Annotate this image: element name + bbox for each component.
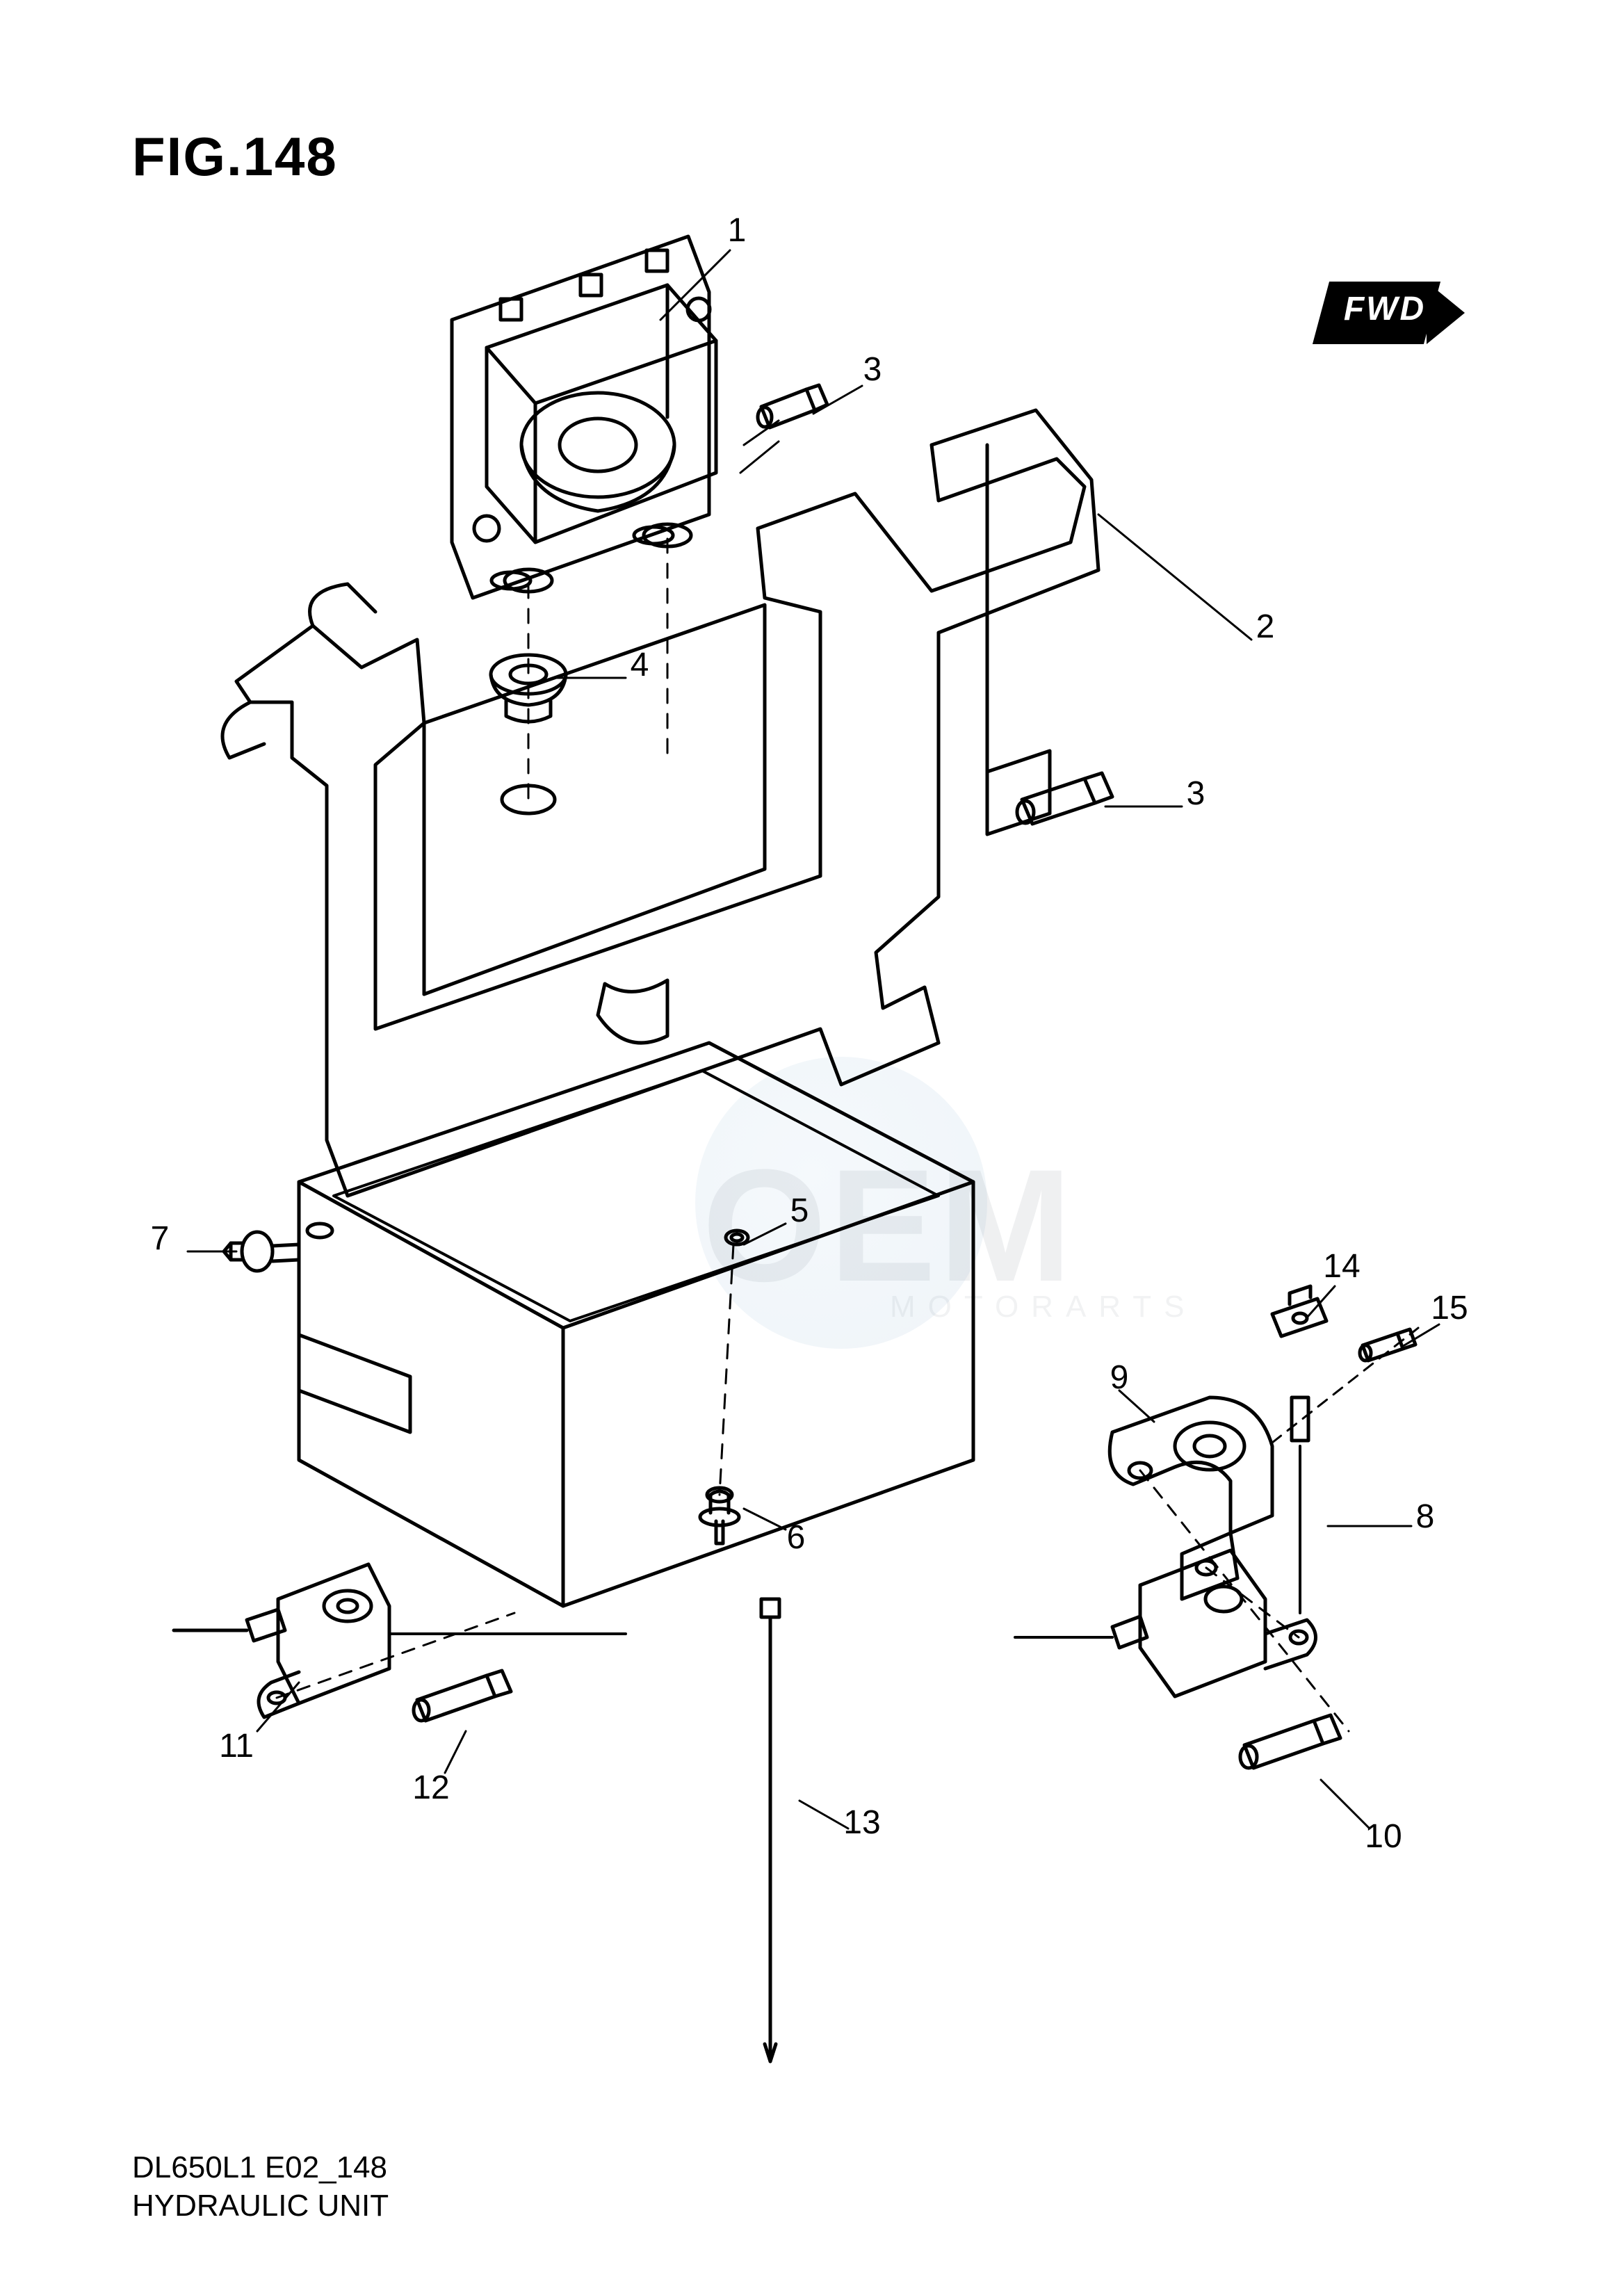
callout-3: 3 bbox=[1175, 775, 1217, 813]
callout-2: 2 bbox=[1244, 608, 1286, 646]
callout-9: 9 bbox=[1098, 1359, 1140, 1397]
part-cover bbox=[299, 1043, 973, 1606]
callout-1: 1 bbox=[716, 211, 758, 250]
callout-6: 6 bbox=[775, 1518, 817, 1557]
part-tie-13 bbox=[761, 1599, 779, 2061]
callout-5: 5 bbox=[779, 1192, 820, 1230]
footer-line1: DL650L1 E02_148 bbox=[132, 2148, 389, 2187]
part-screw-15 bbox=[1360, 1329, 1415, 1361]
part-screw-6 bbox=[700, 1491, 739, 1543]
callout-12: 12 bbox=[410, 1769, 452, 1807]
callout-13: 13 bbox=[841, 1803, 883, 1842]
callout-10: 10 bbox=[1363, 1817, 1404, 1856]
part-bolt-10 bbox=[1240, 1715, 1340, 1768]
footer-line2: HYDRAULIC UNIT bbox=[132, 2187, 389, 2225]
part-clip-14 bbox=[1272, 1286, 1326, 1336]
callout-15: 15 bbox=[1429, 1289, 1470, 1327]
leader-line bbox=[1098, 514, 1251, 640]
callout-11: 11 bbox=[216, 1727, 257, 1765]
leader-line bbox=[660, 250, 730, 320]
part-bolt-12 bbox=[414, 1671, 511, 1721]
part-bolt-3a bbox=[758, 385, 827, 428]
leader-line bbox=[445, 1731, 466, 1773]
leader-lines bbox=[188, 250, 1439, 1828]
callout-14: 14 bbox=[1321, 1247, 1363, 1286]
callout-4: 4 bbox=[619, 646, 660, 684]
part-sensor-bracket bbox=[1110, 1397, 1272, 1599]
diagram-page: OEM MOTORARTS FIG.148 FWD bbox=[0, 0, 1624, 2295]
exploded-svg bbox=[0, 0, 1624, 2295]
part-hydraulic-unit bbox=[452, 236, 716, 598]
part-bolt-3b bbox=[1017, 773, 1112, 824]
callout-3: 3 bbox=[852, 350, 893, 389]
callout-8: 8 bbox=[1404, 1498, 1446, 1536]
part-sensor-front bbox=[174, 1564, 626, 1717]
footer-block: DL650L1 E02_148 HYDRAULIC UNIT bbox=[132, 2148, 389, 2225]
callout-7: 7 bbox=[139, 1219, 181, 1258]
